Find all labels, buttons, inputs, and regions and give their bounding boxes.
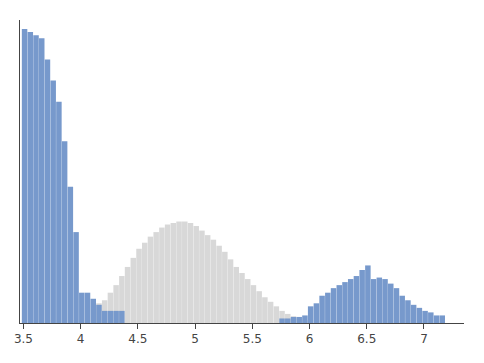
svg-text:5.5: 5.5: [243, 332, 262, 346]
svg-text:7: 7: [420, 332, 428, 346]
svg-text:4: 4: [77, 332, 85, 346]
svg-text:3.5: 3.5: [14, 332, 33, 346]
svg-text:6: 6: [306, 332, 314, 346]
svg-text:4.5: 4.5: [128, 332, 147, 346]
svg-text:6.5: 6.5: [357, 332, 376, 346]
svg-text:5: 5: [191, 332, 199, 346]
